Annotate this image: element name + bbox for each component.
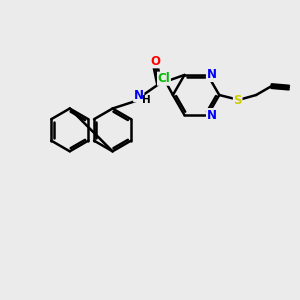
Text: N: N — [206, 68, 217, 81]
Text: H: H — [142, 94, 151, 105]
Text: N: N — [134, 88, 144, 102]
Text: N: N — [206, 109, 217, 122]
Text: O: O — [151, 55, 160, 68]
Text: S: S — [233, 94, 242, 107]
Text: Cl: Cl — [158, 72, 170, 85]
